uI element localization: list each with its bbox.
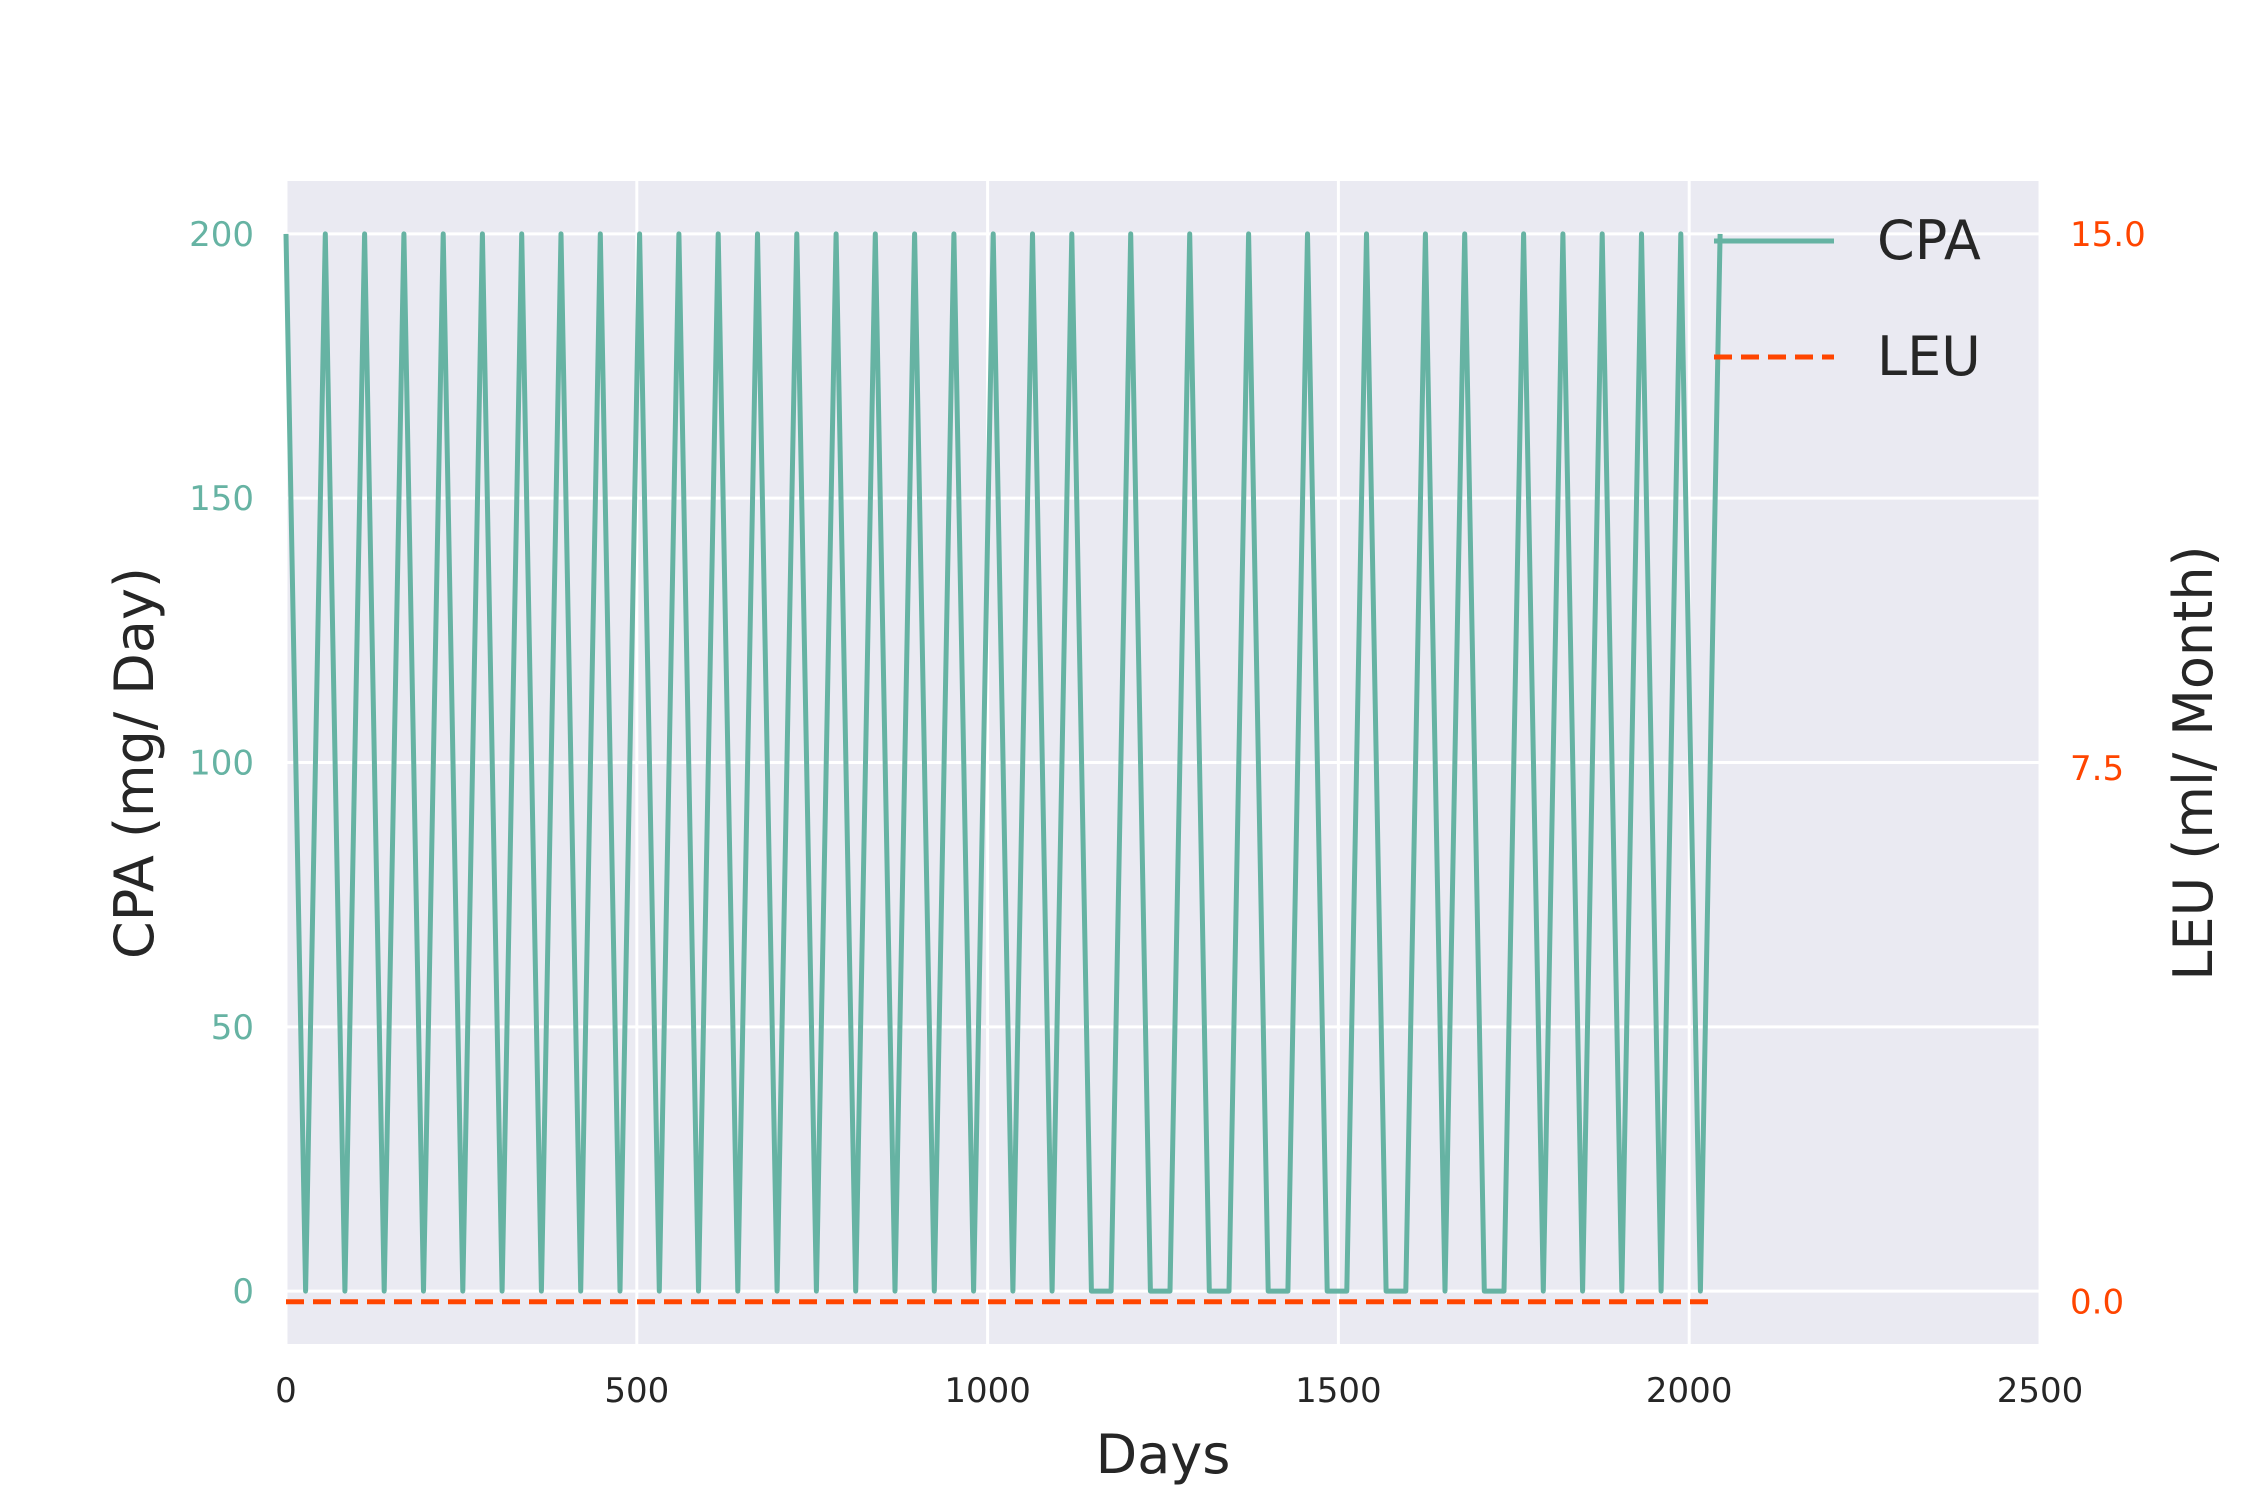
series-line-cpa [283,231,1723,1294]
y-left-axis-label: CPA (mg/ Day) [103,567,166,959]
y-left-tick-labels: 0 50 100 150 200 [189,215,254,1312]
y-right-tick-label: 0.0 [2070,1283,2124,1323]
x-tick-label: 1500 [1295,1371,1382,1411]
x-axis-label: Days [1096,1423,1231,1486]
legend: CPA LEU [1714,209,1981,388]
series-layer [283,231,1723,1305]
legend-label-cpa: CPA [1877,209,1981,272]
x-tick-label: 2000 [1646,1371,1733,1411]
y-left-tick-label: 200 [189,215,254,255]
x-tick-label: 1000 [944,1371,1031,1411]
x-tick-label: 500 [604,1371,669,1411]
y-right-axis-label: LEU (ml/ Month) [2162,545,2225,980]
y-left-tick-label: 0 [232,1272,254,1312]
legend-label-leu: LEU [1877,325,1981,388]
x-tick-label: 2500 [1997,1371,2084,1411]
y-left-tick-label: 150 [189,479,254,519]
y-left-tick-label: 50 [211,1008,254,1048]
grid [284,181,2042,1344]
y-right-tick-label: 7.5 [2070,749,2124,789]
x-tick-label: 0 [275,1371,297,1411]
x-tick-labels: 0 500 1000 1500 2000 2500 [275,1371,2083,1411]
y-right-tick-label: 15.0 [2070,215,2146,255]
y-right-tick-labels: 0.0 7.5 15.0 [2070,215,2146,1323]
y-left-tick-label: 100 [189,744,254,784]
